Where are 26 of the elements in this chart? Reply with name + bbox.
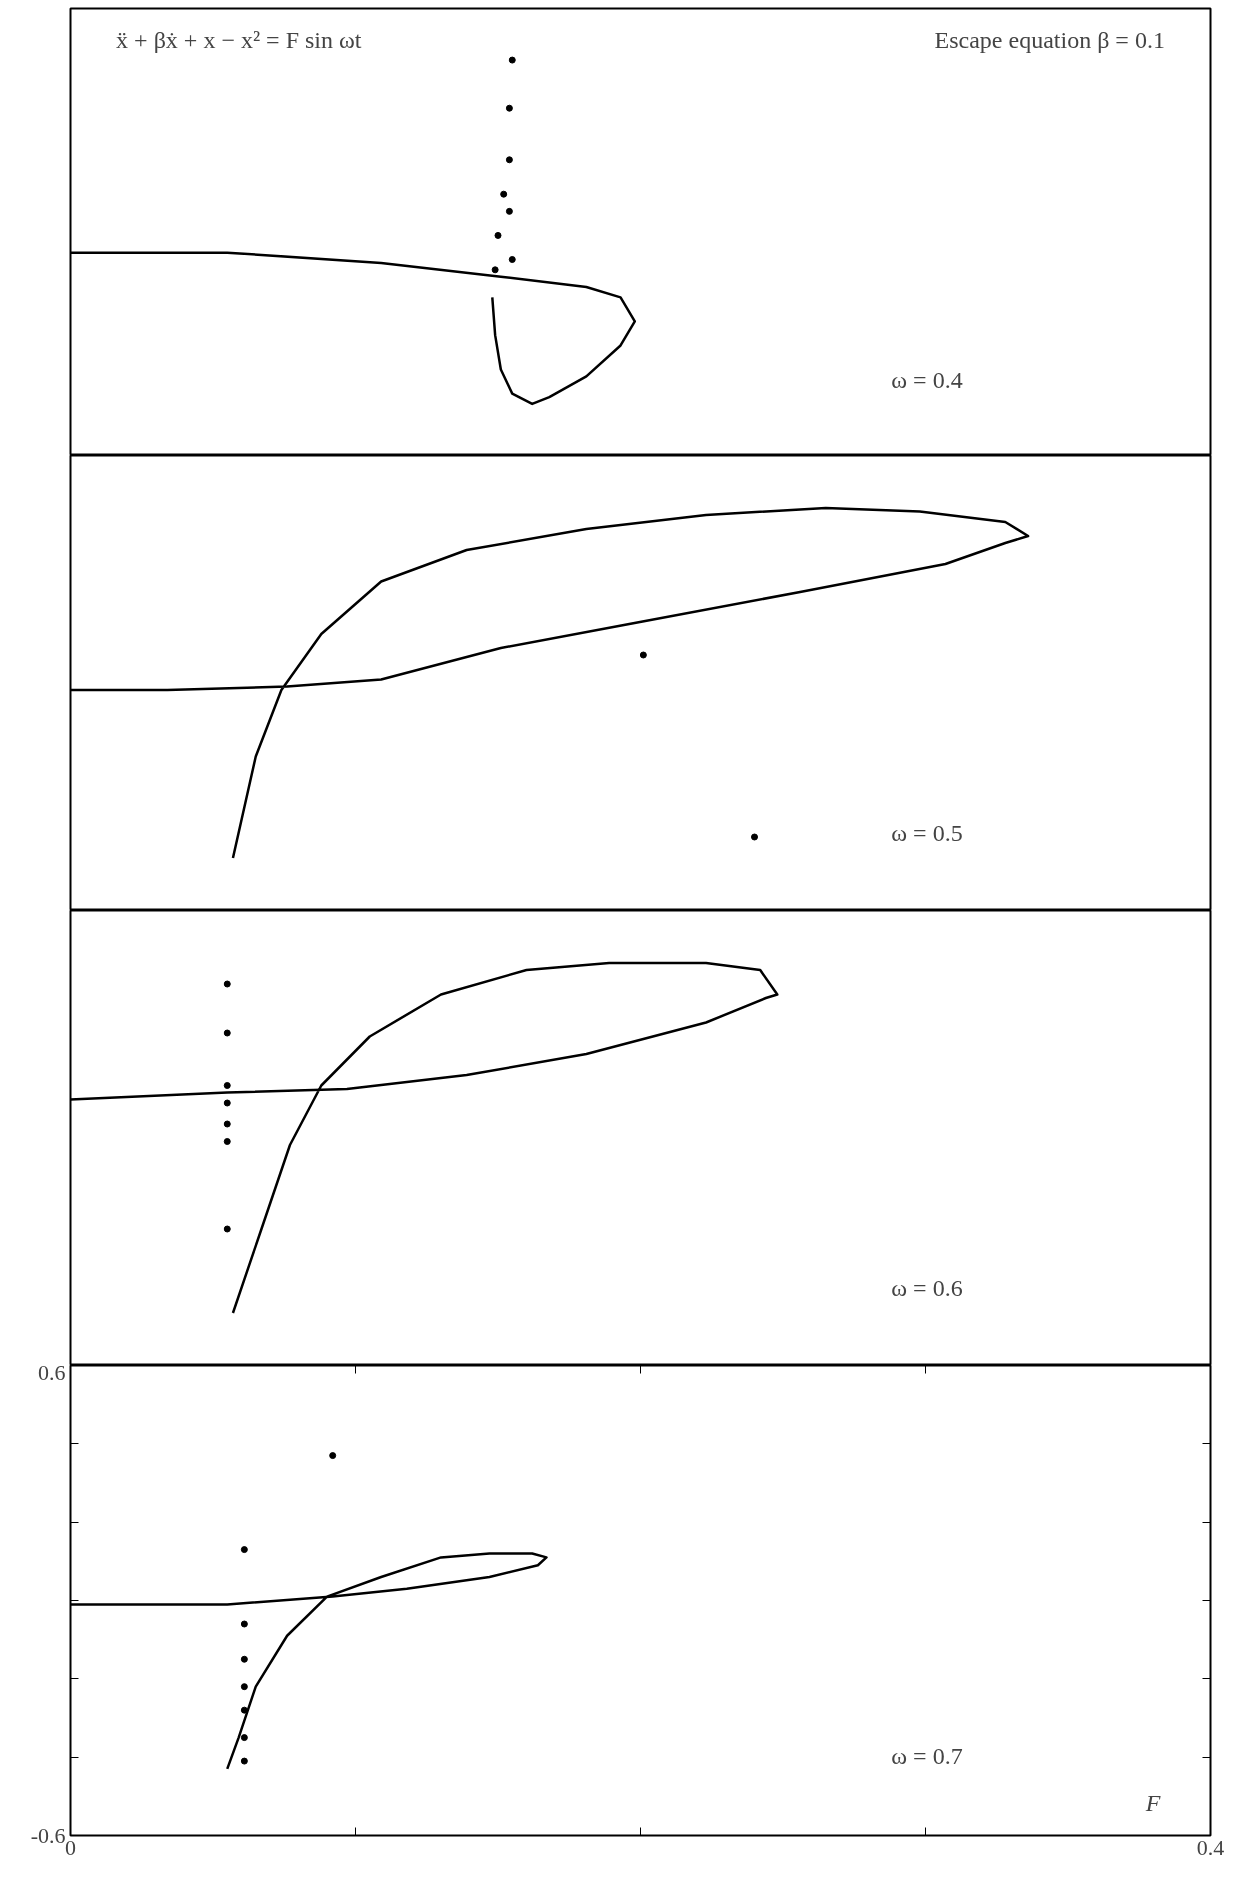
- point: [494, 231, 502, 239]
- annotation: ω = 0.4: [891, 366, 963, 393]
- point: [223, 1225, 231, 1233]
- point: [223, 1082, 231, 1089]
- point: [505, 104, 513, 112]
- point: [508, 256, 516, 263]
- y-tick-label: 0.6: [38, 1359, 66, 1385]
- x-tick-label: 0.4: [1196, 1834, 1225, 1860]
- annotation: ω = 0.7: [891, 1742, 963, 1769]
- point: [223, 1029, 231, 1037]
- point: [508, 56, 516, 64]
- point: [223, 1138, 231, 1145]
- point: [223, 980, 231, 988]
- x-axis-title: F: [1144, 1789, 1161, 1816]
- point: [500, 190, 508, 198]
- text: Escape equation β = 0.1: [934, 26, 1165, 53]
- annotation: ω = 0.5: [891, 820, 963, 847]
- text: ẍ + βẋ + x − x² = F sin ωt: [116, 26, 362, 53]
- point: [505, 156, 513, 164]
- x-tick-label: 0: [65, 1834, 76, 1860]
- point: [223, 1099, 231, 1107]
- point: [223, 1120, 231, 1128]
- point: [505, 207, 513, 215]
- annotation: ω = 0.6: [891, 1275, 963, 1302]
- y-tick-label: -0.6: [30, 1822, 66, 1848]
- point: [491, 266, 499, 274]
